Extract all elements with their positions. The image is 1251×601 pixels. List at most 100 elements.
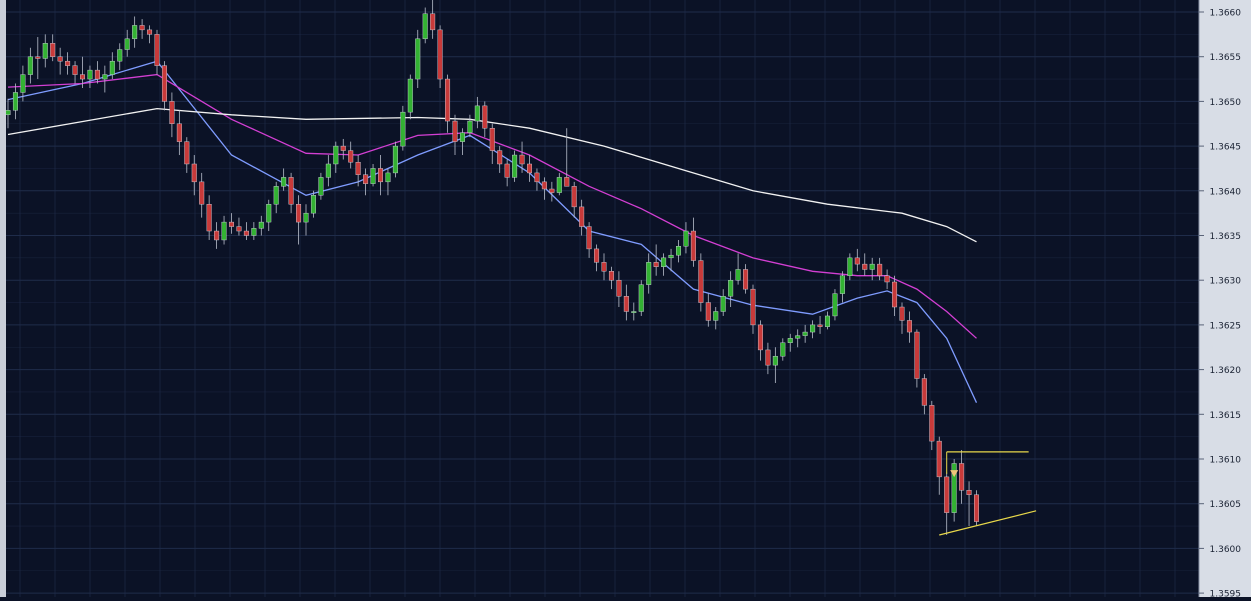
candle [214, 222, 220, 249]
candle-body-up [735, 269, 741, 281]
candle-body-down [921, 378, 927, 406]
candle-body-down [750, 288, 756, 326]
candle-body-up [512, 154, 518, 178]
candle [281, 168, 287, 191]
candle [668, 248, 674, 272]
candle [892, 275, 898, 316]
candle [325, 155, 331, 187]
candle-body-down [437, 29, 443, 80]
candle-body-up [683, 230, 689, 247]
candle-body-up [27, 56, 33, 75]
candle-body-down [243, 230, 249, 236]
candle-body-down [161, 65, 167, 102]
candle-body-up [385, 172, 391, 183]
candle [974, 490, 980, 527]
candle [579, 199, 585, 236]
trend-line[interactable] [939, 510, 1037, 536]
candle [676, 239, 682, 263]
candle-body-down [579, 206, 585, 227]
candle-body-down [176, 123, 182, 142]
candle-body-up [787, 338, 793, 343]
candle [378, 155, 384, 196]
candle-body-down [497, 150, 503, 165]
candle [139, 19, 145, 39]
candle [757, 320, 763, 361]
candle [631, 302, 637, 321]
candle-body-down [757, 324, 763, 351]
candle-body-down [698, 260, 704, 303]
price-axis: 1.3660 1.3655 1.3650 1.3645 1.3640 1.3635 1.36… [1199, 9, 1242, 600]
candle-body-up [221, 221, 227, 241]
candle-body-down [899, 306, 905, 321]
candle-body-down [690, 230, 696, 261]
candle-body-up [668, 254, 674, 259]
candle [94, 61, 100, 84]
candle [72, 61, 78, 84]
price-axis-panel[interactable] [1199, 0, 1251, 597]
candle [772, 347, 778, 384]
candle-body-down [504, 163, 510, 178]
candle [117, 43, 123, 71]
candle [966, 481, 972, 527]
candle [743, 264, 749, 294]
candle-body-up [459, 132, 465, 142]
candle-body-up [422, 13, 428, 40]
candle [266, 199, 272, 232]
candle-body-up [713, 311, 719, 321]
candle-body-up [310, 195, 316, 214]
candle-body-up [869, 263, 875, 270]
candle [35, 37, 41, 80]
candle [79, 56, 85, 88]
candle [780, 338, 786, 361]
candle [728, 271, 734, 308]
price-tick-label: 1.3620 [1210, 366, 1242, 376]
candle-body-up [728, 280, 734, 297]
candle [109, 52, 115, 80]
candle [296, 195, 302, 245]
candle [906, 311, 912, 343]
candle-body-up [102, 74, 108, 80]
candle-body-down [936, 440, 942, 478]
candle-body-down [94, 69, 100, 80]
candle-body-down [296, 204, 302, 223]
candle-body-down [854, 257, 860, 265]
candle-body-up [631, 311, 637, 313]
candle [102, 65, 108, 93]
candle-body-down [519, 154, 525, 165]
candle [161, 61, 167, 111]
candle [608, 266, 614, 290]
price-tick-label: 1.3650 [1210, 98, 1242, 108]
candle [497, 146, 503, 173]
candle [839, 271, 845, 303]
candle [854, 248, 860, 272]
candles [5, 0, 980, 535]
candle [258, 215, 264, 236]
candle [355, 155, 361, 187]
candle-body-up [20, 74, 26, 93]
candle [482, 101, 488, 138]
candle-body-down [765, 349, 771, 366]
candle-body-down [57, 56, 63, 62]
grid-lines [6, 0, 1199, 597]
left-edge-strip [0, 0, 6, 597]
candle-body-down [430, 13, 436, 31]
down-arrow-marker-icon[interactable] [950, 470, 959, 478]
candle [862, 253, 868, 276]
candle-body-up [273, 186, 279, 205]
candle [705, 293, 711, 327]
candle-body-down [705, 302, 711, 321]
candle-body-up [333, 145, 339, 165]
candle-body-down [534, 172, 540, 183]
candle [467, 114, 473, 138]
candle [623, 284, 629, 321]
annotations[interactable] [939, 451, 1037, 536]
candle [147, 25, 153, 44]
candle-body-up [251, 228, 257, 236]
candle-body-up [676, 246, 682, 256]
candle [914, 329, 920, 388]
candle [124, 29, 130, 57]
candle-body-down [892, 281, 898, 308]
candle-body-down [653, 262, 659, 267]
